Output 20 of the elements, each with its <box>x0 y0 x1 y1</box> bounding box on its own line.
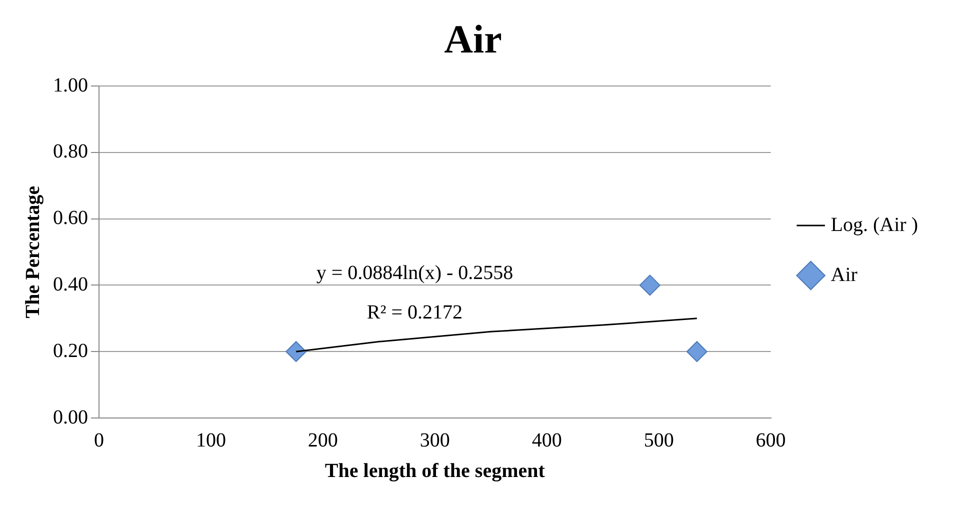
x-tick-label: 0 <box>94 429 104 452</box>
x-axis-title: The length of the segment <box>324 460 546 482</box>
y-tick-label: 0.80 <box>53 140 88 163</box>
x-tick-label: 500 <box>644 429 674 452</box>
y-tick-label: 0.00 <box>53 406 88 428</box>
y-tick-label: 1.00 <box>53 74 88 96</box>
y-tick-label: 0.20 <box>53 340 88 362</box>
y-tick-label: 0.60 <box>53 207 88 230</box>
x-tick-label: 200 <box>308 429 338 452</box>
annotation: y = 0.0884ln(x) - 0.2558 <box>316 262 514 284</box>
y-axis-title: The Percentage <box>22 186 44 318</box>
x-tick-label: 600 <box>756 429 786 452</box>
x-tick-label: 400 <box>532 429 562 452</box>
x-tick-label: 100 <box>196 429 226 452</box>
y-tick-label: 0.40 <box>53 273 88 296</box>
x-tick-label: 300 <box>420 429 450 452</box>
legend-label: Log. (Air ) <box>830 214 918 236</box>
legend-label: Air <box>830 264 858 286</box>
annotation: R² = 0.2172 <box>366 302 463 324</box>
chart-title: Air <box>444 16 502 62</box>
